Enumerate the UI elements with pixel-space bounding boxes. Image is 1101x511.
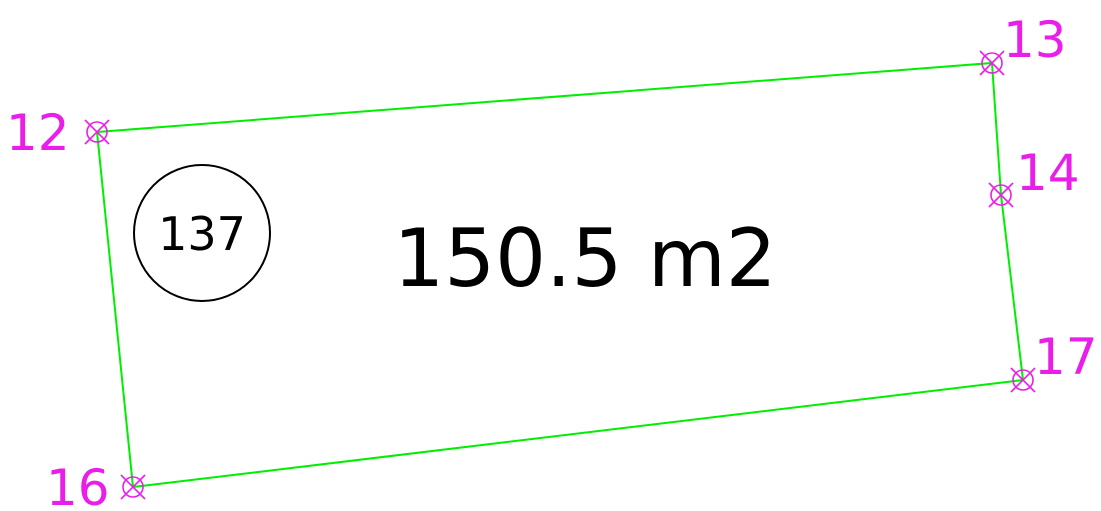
parcel-area: 150.5 m2 bbox=[393, 212, 776, 305]
point-label-13: 13 bbox=[1003, 11, 1067, 69]
point-label-16: 16 bbox=[46, 459, 110, 511]
point-label-17: 17 bbox=[1034, 328, 1098, 386]
point-label-12: 12 bbox=[6, 104, 70, 162]
point-label-14: 14 bbox=[1016, 144, 1080, 202]
parcel-number: 137 bbox=[158, 207, 246, 261]
